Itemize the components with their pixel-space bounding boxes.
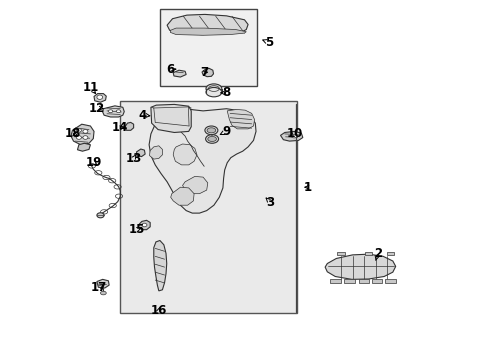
Text: 9: 9: [222, 125, 230, 138]
Polygon shape: [94, 94, 106, 102]
Polygon shape: [77, 143, 90, 151]
Polygon shape: [365, 252, 371, 255]
Polygon shape: [151, 104, 191, 132]
Ellipse shape: [82, 130, 88, 133]
Polygon shape: [139, 220, 150, 230]
Polygon shape: [325, 254, 395, 279]
Text: 13: 13: [125, 152, 142, 165]
Text: 14: 14: [112, 121, 128, 134]
Text: 16: 16: [150, 304, 167, 317]
Polygon shape: [386, 252, 393, 255]
Text: 18: 18: [64, 127, 81, 140]
Ellipse shape: [205, 87, 222, 97]
Polygon shape: [167, 14, 247, 35]
Polygon shape: [337, 252, 344, 255]
Polygon shape: [170, 110, 188, 121]
Text: 7: 7: [200, 66, 208, 79]
Text: 12: 12: [89, 102, 105, 114]
Ellipse shape: [205, 84, 222, 93]
Polygon shape: [202, 68, 213, 77]
Ellipse shape: [116, 110, 121, 113]
Polygon shape: [173, 144, 197, 165]
Ellipse shape: [76, 129, 81, 132]
Ellipse shape: [291, 134, 296, 138]
Text: 17: 17: [90, 281, 106, 294]
Text: 4: 4: [139, 109, 147, 122]
Ellipse shape: [108, 110, 113, 113]
Ellipse shape: [97, 213, 104, 218]
Polygon shape: [358, 279, 368, 283]
Polygon shape: [97, 279, 109, 288]
Polygon shape: [173, 70, 186, 77]
Text: 5: 5: [264, 36, 272, 49]
Ellipse shape: [205, 135, 218, 143]
Polygon shape: [182, 176, 207, 194]
Polygon shape: [125, 122, 133, 130]
Ellipse shape: [204, 126, 218, 135]
Ellipse shape: [206, 128, 215, 133]
Ellipse shape: [97, 95, 102, 99]
Text: 6: 6: [166, 63, 175, 76]
Ellipse shape: [76, 136, 81, 139]
Ellipse shape: [101, 291, 106, 295]
Polygon shape: [329, 279, 340, 283]
Polygon shape: [371, 279, 382, 283]
Text: 8: 8: [222, 86, 230, 99]
Polygon shape: [149, 108, 256, 213]
Text: 3: 3: [266, 196, 274, 209]
Polygon shape: [384, 279, 395, 283]
Polygon shape: [153, 240, 166, 291]
Ellipse shape: [142, 223, 146, 227]
Polygon shape: [344, 279, 354, 283]
Polygon shape: [170, 28, 246, 35]
Polygon shape: [170, 187, 194, 205]
Text: 2: 2: [373, 247, 381, 260]
Text: 10: 10: [286, 127, 303, 140]
FancyBboxPatch shape: [160, 9, 257, 86]
Text: 1: 1: [303, 181, 311, 194]
Polygon shape: [227, 109, 254, 129]
Text: 11: 11: [82, 81, 99, 94]
Polygon shape: [71, 124, 94, 145]
Ellipse shape: [82, 136, 88, 139]
Text: 19: 19: [86, 156, 102, 169]
Polygon shape: [136, 149, 145, 157]
Text: 15: 15: [128, 223, 144, 236]
Polygon shape: [280, 131, 302, 141]
Polygon shape: [102, 106, 124, 117]
Polygon shape: [149, 146, 162, 159]
Ellipse shape: [207, 136, 216, 141]
FancyBboxPatch shape: [120, 101, 296, 313]
